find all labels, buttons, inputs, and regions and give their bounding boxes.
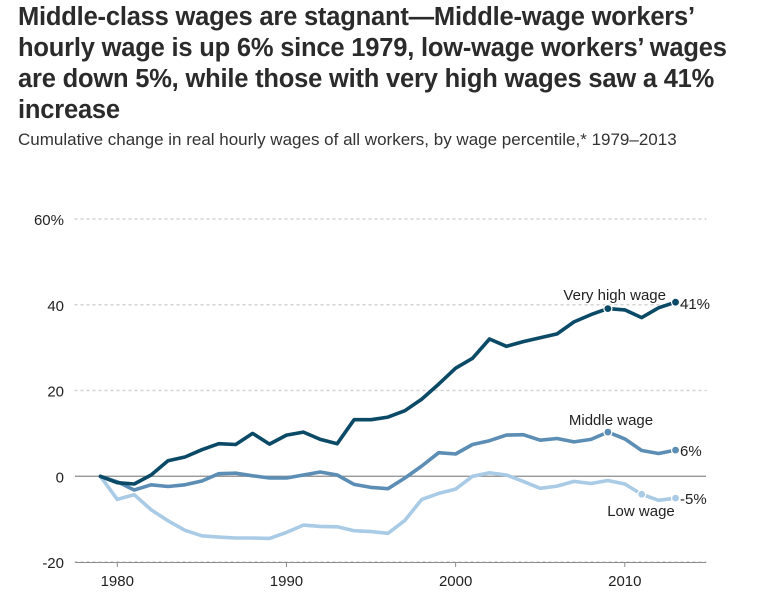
y-tick-label-1: 0: [56, 469, 64, 486]
low-wage-marker-0: [637, 489, 647, 499]
chart-subtitle: Cumulative change in real hourly wages o…: [18, 130, 677, 149]
low-wage-end-value: -5%: [680, 491, 707, 508]
grid-layer: [74, 218, 707, 563]
y-tick-label-2: 20: [47, 384, 64, 401]
marker-layer: [603, 297, 681, 503]
y-tick-label-4: 60%: [34, 212, 64, 229]
low-wage-series-label: Low wage: [607, 503, 675, 520]
x-tick-label-1: 1990: [270, 573, 303, 590]
middle-wage-end-value: 6%: [680, 443, 702, 460]
middle-wage-series-label: Middle wage: [569, 412, 653, 429]
y-tick-label-3: 40: [47, 298, 64, 315]
middle-wage-line: [98, 430, 678, 492]
low-wage-marker-1: [670, 493, 681, 503]
high-wage-marker-1: [670, 297, 681, 307]
high-wage-line: [98, 300, 678, 486]
high-wage-series-label: Very high wage: [563, 287, 666, 304]
high-wage-marker-0: [603, 304, 613, 314]
middle-wage-marker-0: [603, 427, 613, 437]
y-tick-label-0: -20: [42, 555, 64, 572]
x-tick-label-0: 1980: [101, 573, 134, 590]
middle-wage-marker-1: [670, 445, 681, 455]
axis-layer: -20 0 20 40 60% 1980 1990 2000 2010: [34, 212, 706, 590]
series-layer: [98, 300, 678, 541]
x-tick-label-3: 2010: [608, 573, 641, 590]
label-layer: Very high wage 41% Middle wage 6% Low wage -5…: [563, 287, 710, 520]
low-wage-line: [98, 470, 678, 541]
x-tick-label-2: 2000: [439, 573, 472, 590]
high-wage-end-value: 41%: [680, 296, 710, 313]
chart-title: Middle-class wages are stagnant—Middle-w…: [18, 3, 727, 124]
